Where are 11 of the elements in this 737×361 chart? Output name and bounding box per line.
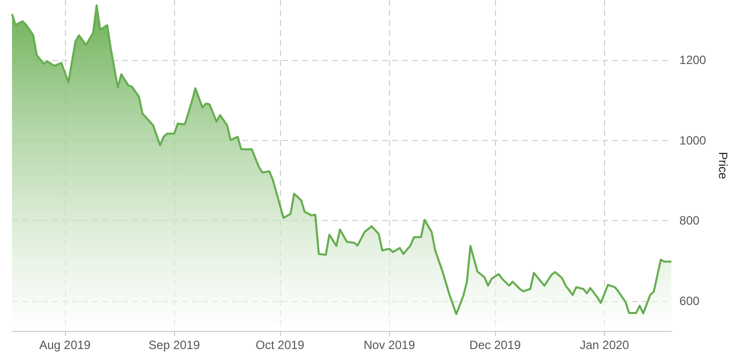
x-tick-label: Oct 2019	[256, 338, 305, 352]
x-tick-label: Jan 2020	[580, 338, 630, 352]
x-tick-label: Nov 2019	[364, 338, 416, 352]
x-tick-label: Dec 2019	[469, 338, 522, 352]
y-tick-label: 800	[679, 214, 700, 228]
x-tick-label: Sep 2019	[148, 338, 200, 352]
y-axis-title: Price	[716, 152, 730, 180]
x-tick-label: Aug 2019	[39, 338, 91, 352]
y-tick-label: 1000	[679, 133, 706, 148]
y-tick-label: 600	[679, 294, 700, 308]
y-tick-label: 1200	[679, 53, 706, 68]
